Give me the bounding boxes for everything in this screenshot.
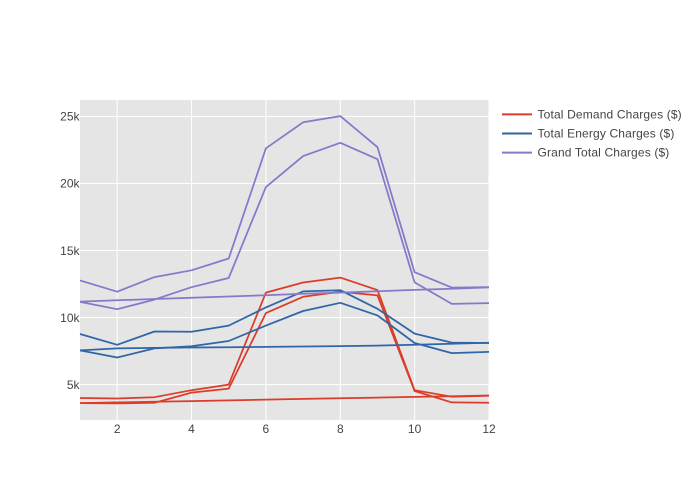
svg-text:25k: 25k bbox=[60, 110, 80, 124]
svg-text:Total Energy Charges ($): Total Energy Charges ($) bbox=[538, 126, 675, 140]
svg-text:12: 12 bbox=[482, 422, 496, 436]
svg-text:10: 10 bbox=[408, 422, 422, 436]
svg-text:2: 2 bbox=[114, 422, 121, 436]
svg-text:8: 8 bbox=[337, 422, 344, 436]
svg-text:Grand Total Charges ($): Grand Total Charges ($) bbox=[538, 146, 670, 160]
svg-text:6: 6 bbox=[263, 422, 270, 436]
svg-text:5k: 5k bbox=[67, 378, 81, 392]
svg-text:4: 4 bbox=[188, 422, 195, 436]
svg-text:20k: 20k bbox=[60, 177, 80, 191]
svg-text:Total Demand Charges ($): Total Demand Charges ($) bbox=[538, 107, 682, 121]
svg-text:10k: 10k bbox=[60, 311, 80, 325]
svg-text:15k: 15k bbox=[60, 244, 80, 258]
